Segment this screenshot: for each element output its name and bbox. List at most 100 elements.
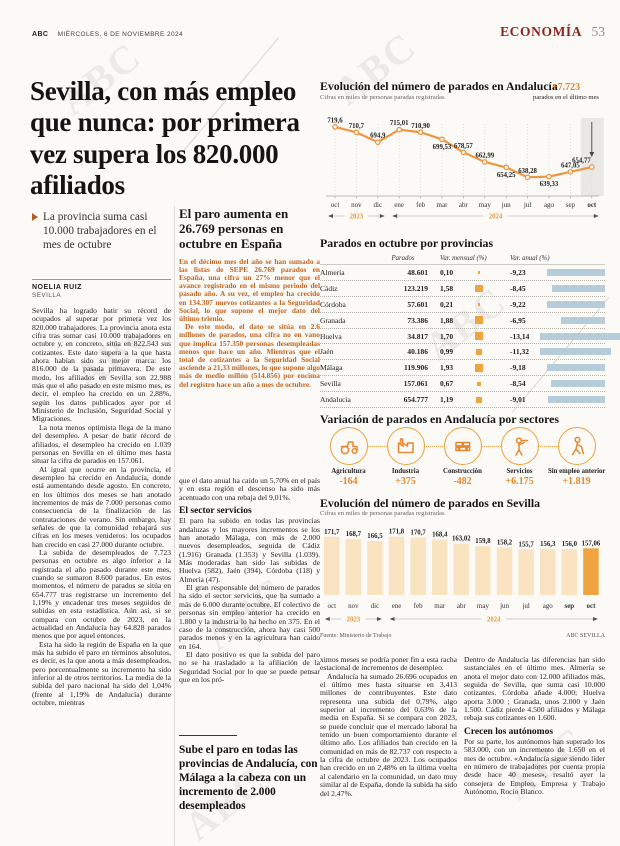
annual-variation-value: -9,01 — [510, 395, 526, 405]
bar — [540, 548, 556, 595]
bar — [583, 548, 599, 595]
sector-items: Agricultura -164 Industria +375 Construcción… — [320, 427, 605, 487]
value-label: 694,9 — [370, 133, 386, 140]
table-header-row: Parados Var. mensual (%) Var. anual (%) — [320, 253, 605, 265]
standfirst-text: La provincia suma casi 10.000 trabajador… — [43, 211, 157, 251]
sector-circle — [386, 427, 425, 465]
side-story: El paro aumenta en 26.769 personas en oc… — [179, 206, 320, 389]
table-row: Andalucía 654.777 1,19 -9,01 — [320, 392, 605, 409]
edition-date: MIÉRCOLES, 6 DE NOVIEMBRE 2024 — [57, 31, 184, 38]
paragraph: El paro ha subido en todas las provincia… — [179, 516, 320, 584]
arrow-left-icon — [328, 214, 333, 218]
arrow-left-icon — [392, 214, 398, 218]
sector-circle — [443, 427, 482, 465]
data-point — [439, 136, 445, 143]
sectors-title: Variación de parados en Andalucía por se… — [320, 412, 560, 426]
paragraph: que el dato anual ha caído un 5,70% en e… — [179, 476, 320, 502]
x-tick-label: may — [477, 602, 490, 610]
chart-source-row: Fuente: Ministerio de Trabajo ABC SEVILL… — [320, 633, 605, 639]
andalucia-chart-subtitle: Cifras en miles de personas paradas regi… — [320, 94, 445, 101]
sector-value: +1.819 — [562, 476, 591, 487]
x-tick-label: oct — [586, 602, 596, 610]
monthly-variation-value: 0,10 — [440, 267, 454, 277]
arrow-right-icon — [379, 214, 385, 218]
waiter-icon — [514, 437, 528, 456]
value-label: 715,01 — [390, 120, 409, 127]
sector-item: Servicios +6.175 — [491, 427, 548, 487]
paragraph: El dato positivo es que la subida del pa… — [179, 649, 320, 684]
bar — [496, 547, 513, 595]
sector-value: -482 — [453, 476, 472, 487]
value-label: 155,7 — [519, 541, 535, 548]
sector-value: +375 — [395, 476, 416, 487]
annual-variation-bar-cell — [540, 332, 620, 340]
annual-variation-value: -9,22 — [510, 299, 526, 309]
monthly-variation-bar-cell — [466, 349, 492, 355]
pull-quote-rule — [179, 735, 237, 736]
annual-variation-bar-cell — [540, 316, 605, 324]
sector-value: -164 — [339, 476, 358, 487]
annual-variation-bar — [551, 380, 605, 388]
value-label: 171,7 — [324, 529, 340, 536]
arrow-right-icon — [592, 617, 598, 621]
bar — [561, 549, 578, 595]
walking-person-icon — [571, 436, 584, 456]
year-label: 2024 — [487, 616, 501, 623]
data-point — [460, 149, 467, 156]
annual-variation-bar — [551, 284, 605, 292]
monthly-variation-bar-cell — [466, 396, 492, 403]
column-divider — [174, 206, 175, 846]
data-point — [481, 159, 488, 165]
bar — [475, 546, 491, 595]
x-tick-label: dic — [371, 602, 380, 610]
column-header: Var. anual (%) — [510, 255, 550, 262]
x-tick-label: sep — [566, 201, 576, 209]
x-tick-label: jul — [521, 602, 529, 610]
year-label: 2024 — [489, 213, 503, 220]
bar — [345, 539, 362, 595]
arrow-right-icon — [376, 617, 382, 621]
last-month-annotation: +7.723 parados en el último mes — [530, 82, 602, 103]
annual-variation-bar-cell — [540, 364, 605, 372]
page-header: ABC MIÉRCOLES, 6 DE NOVIEMBRE 2024 ECONO… — [32, 24, 605, 40]
value-label: 163,02 — [452, 536, 471, 543]
annual-variation-value: -13,14 — [510, 331, 530, 341]
value-label: 156,3 — [540, 541, 556, 548]
x-tick-label: mar — [434, 602, 446, 610]
monthly-variation-value: 1,93 — [440, 363, 454, 373]
bar — [388, 536, 405, 595]
byline-rule — [32, 279, 171, 280]
author-name: NOELIA RUIZ — [32, 284, 82, 291]
monthly-variation-bar-cell — [466, 316, 492, 325]
x-tick-label: oct — [331, 201, 340, 209]
value-label: 699,53 — [433, 144, 452, 151]
annual-variation-bar — [548, 396, 605, 404]
table-row: Jaén 40.186 0,99 -11,32 — [320, 344, 612, 361]
monthly-variation-bar-cell — [466, 363, 492, 372]
bricks-icon — [454, 441, 470, 452]
annual-variation-bar-cell — [540, 268, 605, 276]
sector-label: Construcción — [443, 468, 482, 475]
last-month-band — [580, 118, 604, 196]
sector-item: Industria +375 — [377, 427, 434, 487]
main-headline: Sevilla, con más empleo que nunca: por p… — [30, 76, 300, 200]
x-tick-label: ene — [392, 602, 402, 610]
x-tick-label: ago — [544, 201, 555, 209]
province-name: Málaga — [320, 363, 343, 373]
annual-variation-value: -9,18 — [510, 363, 526, 373]
x-tick-label: nov — [351, 201, 362, 209]
value-label: 156,0 — [562, 541, 578, 548]
standfirst: La provincia suma casi 10.000 trabajador… — [32, 210, 170, 252]
monthly-variation-square — [476, 396, 482, 403]
year-label: 2023 — [350, 213, 364, 220]
x-tick-label: oct — [327, 602, 336, 610]
data-point — [588, 164, 595, 170]
parados-value: 57.601 — [407, 299, 428, 309]
monthly-variation-value: 1,88 — [440, 315, 454, 325]
value-label: 638,28 — [518, 168, 537, 175]
paragraph: En el décimo mes del año se han sumado a… — [179, 256, 320, 324]
paragraph: Sevilla ha logrado batir su récord de oc… — [32, 306, 171, 424]
monthly-variation-square — [474, 363, 484, 372]
sector-label: Agricultura — [331, 468, 366, 475]
